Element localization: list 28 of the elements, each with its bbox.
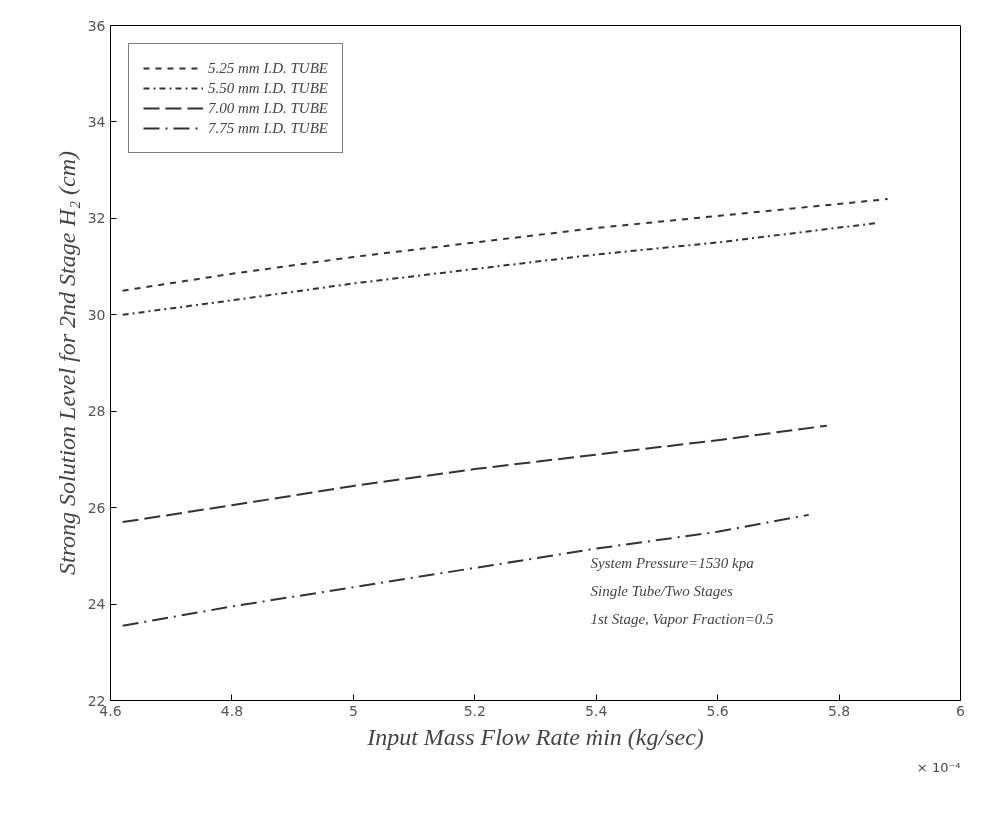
y-tick-label: 32 [87, 210, 106, 227]
x-tick-label: 5.4 [585, 702, 608, 719]
legend-label: 5.25 mm I.D. TUBE [208, 59, 328, 77]
y-tick-label: 30 [87, 306, 106, 323]
y-tick-label: 36 [87, 17, 106, 34]
y-tick-label: 28 [87, 403, 106, 420]
annotation: System Pressure=1530 kpa [590, 554, 754, 571]
y-axis-title: Strong Solution Level for 2nd Stage H₂ (cm) [53, 150, 80, 576]
legend-label: 7.00 mm I.D. TUBE [208, 99, 328, 117]
legend-label: 5.50 mm I.D. TUBE [208, 79, 328, 97]
x-tick-label: 5.6 [706, 702, 729, 719]
text: × 10⁻⁴ [916, 759, 961, 775]
x-tick-label: 5.8 [827, 702, 851, 719]
x-tick-label: 6 [956, 702, 966, 719]
y-tick-label: 24 [87, 596, 106, 613]
line-series [121, 513, 810, 627]
line-series [121, 198, 889, 292]
line-series [121, 424, 828, 524]
x-tick-label: 5 [348, 702, 358, 719]
line-series [121, 222, 877, 316]
legend-label: 7.75 mm I.D. TUBE [208, 119, 328, 137]
annotation: 1st Stage, Vapor Fraction=0.5 [590, 610, 775, 627]
y-tick-label: 34 [87, 113, 106, 130]
annotation: Single Tube/Two Stages [590, 582, 733, 599]
y-tick-label: 26 [87, 499, 106, 516]
x-tick-label: 4.8 [220, 702, 244, 719]
x-axis-title: Input Mass Flow Rate ṁin (kg/sec) [366, 723, 704, 750]
x-tick-label: 5.2 [463, 702, 486, 719]
